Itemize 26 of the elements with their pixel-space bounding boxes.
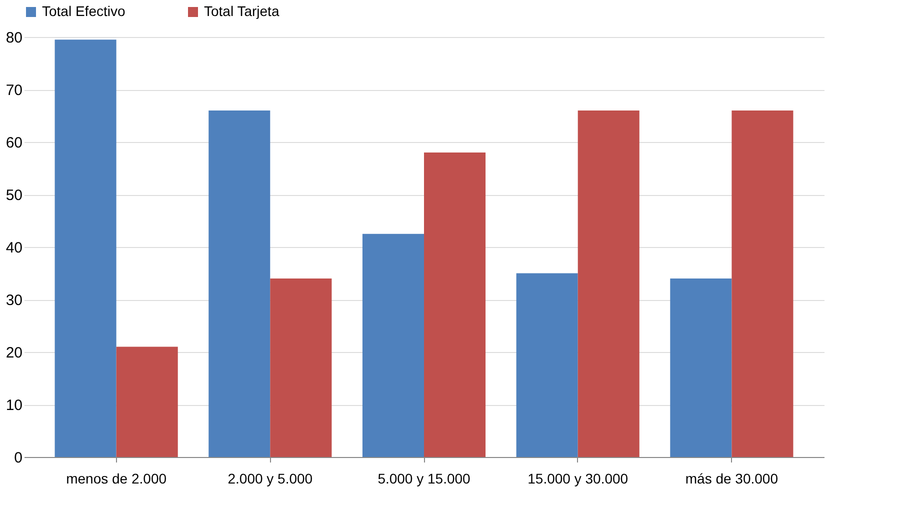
y-tick-label: 10	[6, 397, 22, 414]
y-tick-label: 70	[6, 82, 22, 99]
bar	[54, 40, 116, 457]
x-tick-label: 2.000 y 5.000	[228, 470, 313, 486]
y-tick-label: 20	[6, 344, 22, 362]
bar	[270, 278, 332, 457]
bar	[116, 346, 178, 457]
legend-label: Total Efectivo	[42, 3, 126, 19]
x-tick-label: más de 30.000	[685, 470, 778, 486]
legend-label: Total Tarjeta	[204, 3, 280, 19]
y-tick-label: 40	[6, 240, 22, 256]
y-tick-label: 50	[6, 187, 22, 204]
bar	[670, 278, 732, 457]
bar	[732, 110, 794, 457]
bar	[516, 273, 578, 457]
bar	[578, 110, 640, 457]
y-tick-label: 60	[6, 134, 22, 152]
x-tick-label: menos de 2.000	[66, 470, 167, 486]
bar	[362, 234, 424, 457]
y-tick-label: 80	[6, 30, 22, 46]
y-tick-label: 30	[6, 292, 22, 309]
bar	[208, 110, 270, 457]
x-tick-label: 15.000 y 30.000	[528, 470, 628, 486]
x-tick-label: 5.000 y 15.000	[378, 470, 471, 486]
y-tick-label: 0	[14, 450, 22, 466]
bar	[424, 152, 486, 457]
